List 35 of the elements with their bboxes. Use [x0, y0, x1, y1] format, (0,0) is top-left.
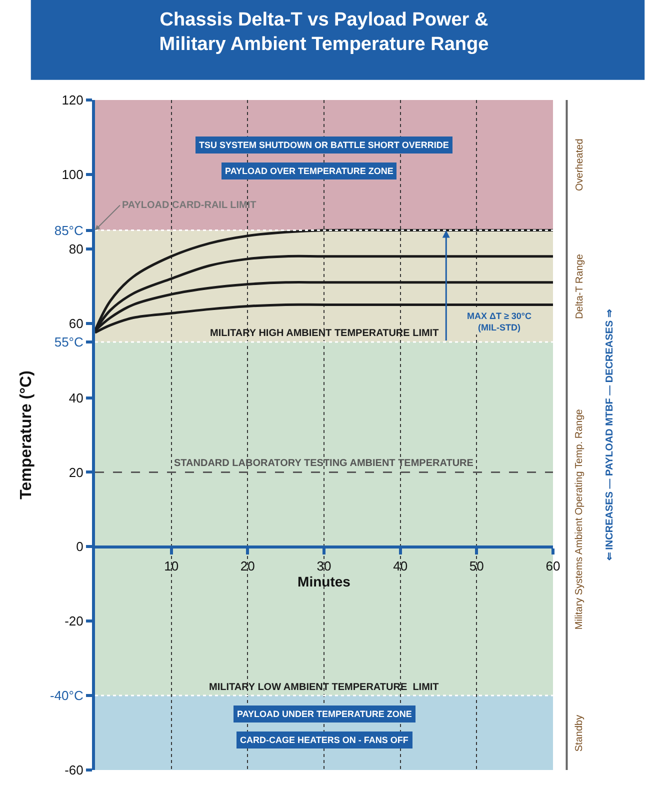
annotation: CARD-CAGE HEATERS ON - FANS OFF	[240, 735, 409, 745]
band-label: Delta-T Range	[574, 254, 586, 319]
band-label: Standby	[574, 714, 586, 752]
ref-line-label: STANDARD LABORATORY TESTING AMBIENT TEMPERATURE	[174, 458, 474, 469]
chart-title: Chassis Delta-T vs Payload Power & Military Ambient Temperature Range	[159, 9, 489, 56]
annotation: PAYLOAD CARD-RAIL LIMIT	[122, 200, 256, 211]
x-tick-label: 50	[469, 558, 484, 574]
text: ⇐ INCREASES — PAYLOAD MTBF — DECREASES ⇒	[604, 308, 616, 561]
y-tick-label: 20	[68, 464, 84, 480]
ref-line-label: MILITARY HIGH AMBIENT TEMPERATURE LIMIT	[210, 328, 439, 339]
band-label: Military Systems Ambient Operating Temp. Range	[574, 408, 586, 630]
x-axis-title: Minutes	[298, 573, 351, 590]
y-tick-label: 0	[76, 539, 84, 554]
y-tick-label: 55°C	[54, 334, 84, 350]
x-tick-label: 20	[240, 558, 255, 574]
x-tick-label: 10	[164, 558, 179, 574]
y-tick-label: 120	[62, 92, 84, 108]
y-tick-label: -20	[64, 614, 84, 629]
y-tick-label: -40°C	[50, 688, 84, 704]
y-axis-title: Temperature (°C)	[18, 370, 35, 500]
x-tick-label: 40	[393, 558, 408, 574]
x-tick-label: 30	[316, 558, 332, 574]
band-label: Overheated	[574, 138, 586, 191]
annotation: MAX ΔT ≥ 30°C (MIL-STD)	[467, 311, 532, 333]
annotation: TSU SYSTEM SHUTDOWN OR BATTLE SHORT OVERRIDE	[199, 140, 449, 150]
y-tick-label: 100	[62, 166, 84, 182]
annotation: PAYLOAD OVER TEMPERATURE ZONE	[225, 166, 394, 176]
y-tick-label: 80	[68, 241, 84, 256]
x-tick-label: 60	[546, 558, 560, 574]
y-tick-label: 85°C	[54, 222, 84, 238]
annotation: PAYLOAD UNDER TEMPERATURE ZONE	[237, 709, 412, 719]
y-tick-label: -60	[64, 762, 84, 778]
y-tick-label: 60	[68, 316, 84, 331]
y-tick-label: 40	[68, 390, 84, 406]
ref-line-label: MILITARY LOW AMBIENT TEMPERATURE LIMIT	[209, 682, 439, 693]
